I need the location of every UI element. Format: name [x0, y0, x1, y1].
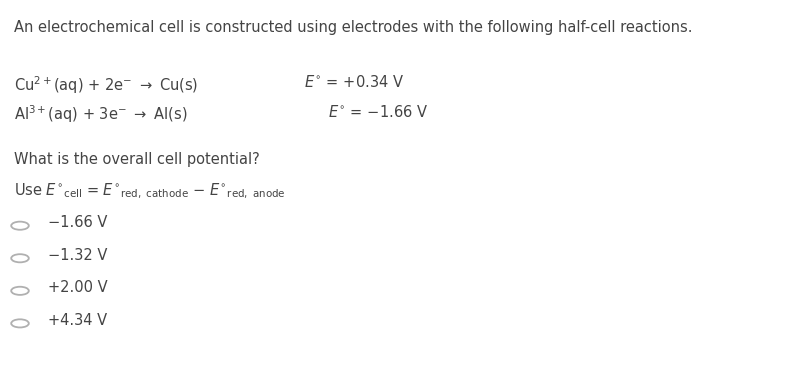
Text: What is the overall cell potential?: What is the overall cell potential? [14, 152, 259, 167]
Text: Al$^{3+}$(aq) + 3e$^{-}$ $\rightarrow$ Al(s): Al$^{3+}$(aq) + 3e$^{-}$ $\rightarrow$ A… [14, 104, 187, 125]
Text: Cu$^{2+}$(aq) + 2e$^{-}$ $\rightarrow$ Cu(s): Cu$^{2+}$(aq) + 2e$^{-}$ $\rightarrow$ C… [14, 74, 198, 96]
Text: +4.34 V: +4.34 V [48, 313, 107, 327]
Text: Use $E^{\circ}$$_{\mathregular{cell}}$ = $E^{\circ}$$_{\mathregular{red,\ cathod: Use $E^{\circ}$$_{\mathregular{cell}}$ =… [14, 181, 286, 201]
Text: $E^{\circ}$ = +0.34 V: $E^{\circ}$ = +0.34 V [304, 74, 404, 90]
Text: $E^{\circ}$ = $-$1.66 V: $E^{\circ}$ = $-$1.66 V [328, 104, 428, 120]
Text: −1.32 V: −1.32 V [48, 248, 107, 262]
Text: An electrochemical cell is constructed using electrodes with the following half-: An electrochemical cell is constructed u… [14, 20, 692, 36]
Text: −1.66 V: −1.66 V [48, 215, 107, 230]
Text: +2.00 V: +2.00 V [48, 280, 108, 295]
